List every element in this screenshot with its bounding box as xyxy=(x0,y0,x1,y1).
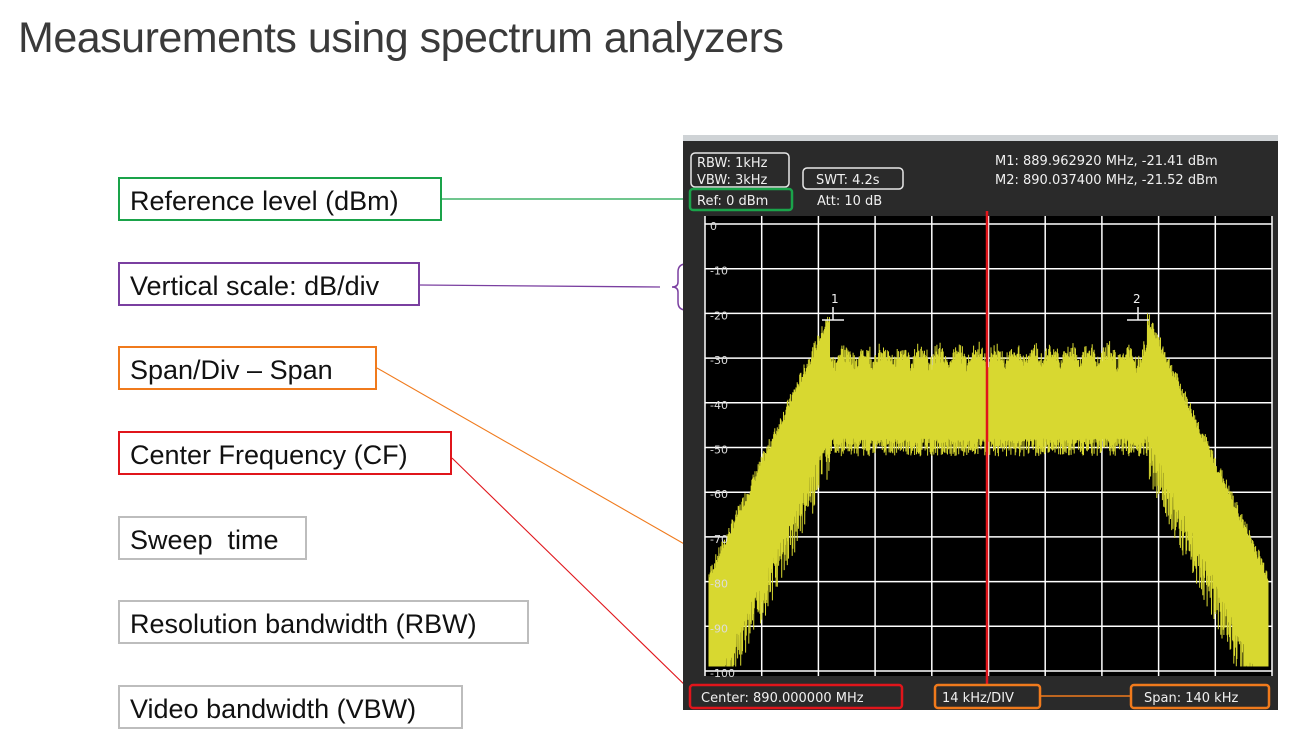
y-tick-labels: 0 -10 -20 -30 -40 -50 -60 -70 -80 -90 -100 xyxy=(710,220,735,680)
y-tick-label: -50 xyxy=(710,444,728,457)
y-tick-label: -80 xyxy=(710,578,728,591)
ref-level-readout: Ref: 0 dBm xyxy=(697,194,768,209)
swt-readout: SWT: 4.2s xyxy=(816,173,880,188)
center-frequency-readout: Center: 890.000000 MHz xyxy=(701,691,864,706)
spectrum-trace xyxy=(708,313,1269,667)
y-tick-label: -10 xyxy=(710,265,728,278)
y-tick-label: -90 xyxy=(710,622,728,635)
callout-reference-level: Reference level (dBm) xyxy=(118,177,442,221)
marker-1-label: 1 xyxy=(831,292,839,306)
y-tick-label: -70 xyxy=(710,533,728,546)
y-tick-label: 0 xyxy=(710,220,717,233)
callout-vbw: Video bandwidth (VBW) xyxy=(118,685,463,729)
span-box xyxy=(1129,683,1271,710)
spectrum-analyzer-screen: 0 -10 -20 -30 -40 -50 -60 -70 -80 -90 -100 RBW: 1k… xyxy=(683,135,1278,710)
y-tick-label: -20 xyxy=(710,309,728,322)
swt-box xyxy=(802,167,904,190)
callout-center-frequency: Center Frequency (CF) xyxy=(118,431,452,475)
callout-span-div: Span/Div – Span xyxy=(118,346,377,390)
analyzer-display: 0 -10 -20 -30 -40 -50 -60 -70 -80 -90 -100 RBW: 1k… xyxy=(683,141,1278,710)
marker-2-label: 2 xyxy=(1133,292,1141,306)
marker2-readout: M2: 890.037400 MHz, -21.52 dBm xyxy=(995,173,1218,188)
y-tick-label: -40 xyxy=(710,399,728,412)
vbw-readout: VBW: 3kHz xyxy=(697,173,768,188)
span-per-div-readout: 14 kHz/DIV xyxy=(942,691,1014,706)
ref-level-box xyxy=(688,187,794,212)
y-tick-label: -30 xyxy=(710,354,728,367)
page-title: Measurements using spectrum analyzers xyxy=(18,14,784,62)
marker1-readout: M1: 889.962920 MHz, -21.41 dBm xyxy=(995,154,1218,169)
callout-rbw: Resolution bandwidth (RBW) xyxy=(118,600,529,644)
att-readout: Att: 10 dB xyxy=(817,194,882,209)
vertical-scale-brace xyxy=(671,263,694,311)
rbw-vbw-box xyxy=(690,152,790,188)
callout-vertical-scale: Vertical scale: dB/div xyxy=(118,262,420,306)
rbw-readout: RBW: 1kHz xyxy=(697,156,768,171)
span-readout: Span: 140 kHz xyxy=(1144,691,1238,706)
marker-1-glyph xyxy=(822,307,844,321)
y-tick-label: -60 xyxy=(710,488,728,501)
center-freq-connector xyxy=(451,457,693,693)
marker-2-glyph xyxy=(1127,307,1149,321)
callout-sweep-time: Sweep time xyxy=(118,516,307,560)
vertical-scale-connector xyxy=(418,284,661,288)
center-frequency-box xyxy=(688,683,904,710)
y-tick-label: -100 xyxy=(710,667,735,680)
